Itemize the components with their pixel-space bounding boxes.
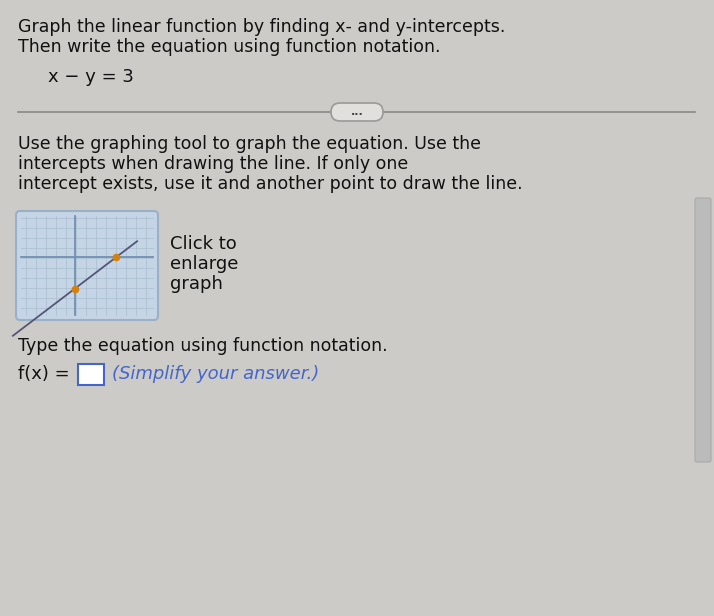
FancyBboxPatch shape (331, 103, 383, 121)
Text: Use the graphing tool to graph the equation. Use the: Use the graphing tool to graph the equat… (18, 135, 481, 153)
FancyBboxPatch shape (78, 364, 104, 385)
Text: ...: ... (351, 107, 363, 117)
Text: (Simplify your answer.): (Simplify your answer.) (112, 365, 319, 383)
Text: Type the equation using function notation.: Type the equation using function notatio… (18, 337, 388, 355)
Text: enlarge: enlarge (170, 255, 238, 273)
Text: intercepts when drawing the line. If only one: intercepts when drawing the line. If onl… (18, 155, 408, 173)
FancyBboxPatch shape (695, 198, 711, 462)
Text: intercept exists, use it and another point to draw the line.: intercept exists, use it and another poi… (18, 175, 523, 193)
Text: Graph the linear function by finding x- and y-intercepts.: Graph the linear function by finding x- … (18, 18, 506, 36)
Text: Then write the equation using function notation.: Then write the equation using function n… (18, 38, 441, 56)
FancyBboxPatch shape (16, 211, 158, 320)
Text: graph: graph (170, 275, 223, 293)
Text: x − y = 3: x − y = 3 (48, 68, 134, 86)
Text: Click to: Click to (170, 235, 237, 253)
Text: f(x) =: f(x) = (18, 365, 70, 383)
